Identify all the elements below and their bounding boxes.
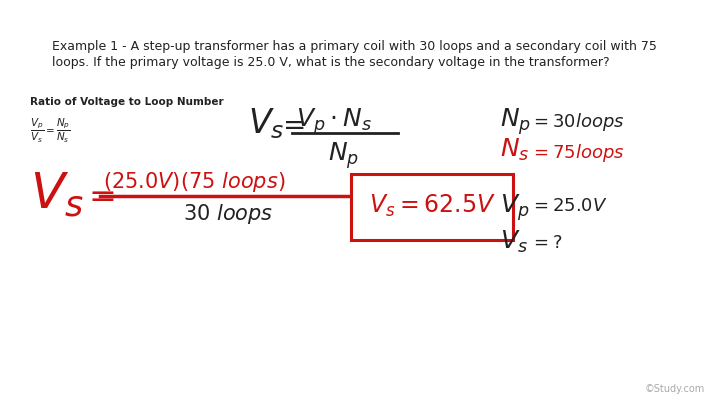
Text: $V_s$: $V_s$: [500, 229, 528, 255]
Text: loops. If the primary voltage is 25.0 V, what is the secondary voltage in the tr: loops. If the primary voltage is 25.0 V,…: [52, 56, 610, 69]
Text: $N_p$: $N_p$: [500, 106, 531, 136]
Text: $=$: $=$: [82, 180, 115, 211]
Text: $V_s$: $V_s$: [30, 170, 84, 219]
Text: $N_s$: $N_s$: [500, 137, 529, 163]
Text: $V_p \cdot N_s$: $V_p \cdot N_s$: [296, 106, 372, 136]
Text: $= ?$: $= ?$: [530, 233, 562, 251]
Text: $30\ loops$: $30\ loops$: [183, 201, 273, 225]
Text: $N_p$: $N_p$: [328, 140, 359, 170]
Text: Ratio of Voltage to Loop Number: Ratio of Voltage to Loop Number: [30, 97, 224, 107]
Text: $=$: $=$: [277, 111, 305, 138]
Text: $= 30 loops$: $= 30 loops$: [530, 111, 624, 133]
Text: $V_s$: $V_s$: [248, 106, 285, 140]
Text: $\dfrac{V_p}{V_s} = \dfrac{N_p}{N_s}$: $\dfrac{V_p}{V_s} = \dfrac{N_p}{N_s}$: [30, 117, 71, 145]
Text: $= 75 loops$: $= 75 loops$: [530, 142, 624, 164]
Text: $V_p$: $V_p$: [500, 192, 529, 222]
Text: $= 25.0V$: $= 25.0V$: [530, 196, 608, 215]
Text: ©Study.com: ©Study.com: [645, 383, 705, 393]
Text: $(25.0V)(75\ loops)$: $(25.0V)(75\ loops)$: [103, 170, 285, 194]
Text: $V_s = 62.5V$: $V_s = 62.5V$: [369, 192, 495, 219]
Text: Example 1 - A step-up transformer has a primary coil with 30 loops and a seconda: Example 1 - A step-up transformer has a …: [52, 40, 657, 53]
